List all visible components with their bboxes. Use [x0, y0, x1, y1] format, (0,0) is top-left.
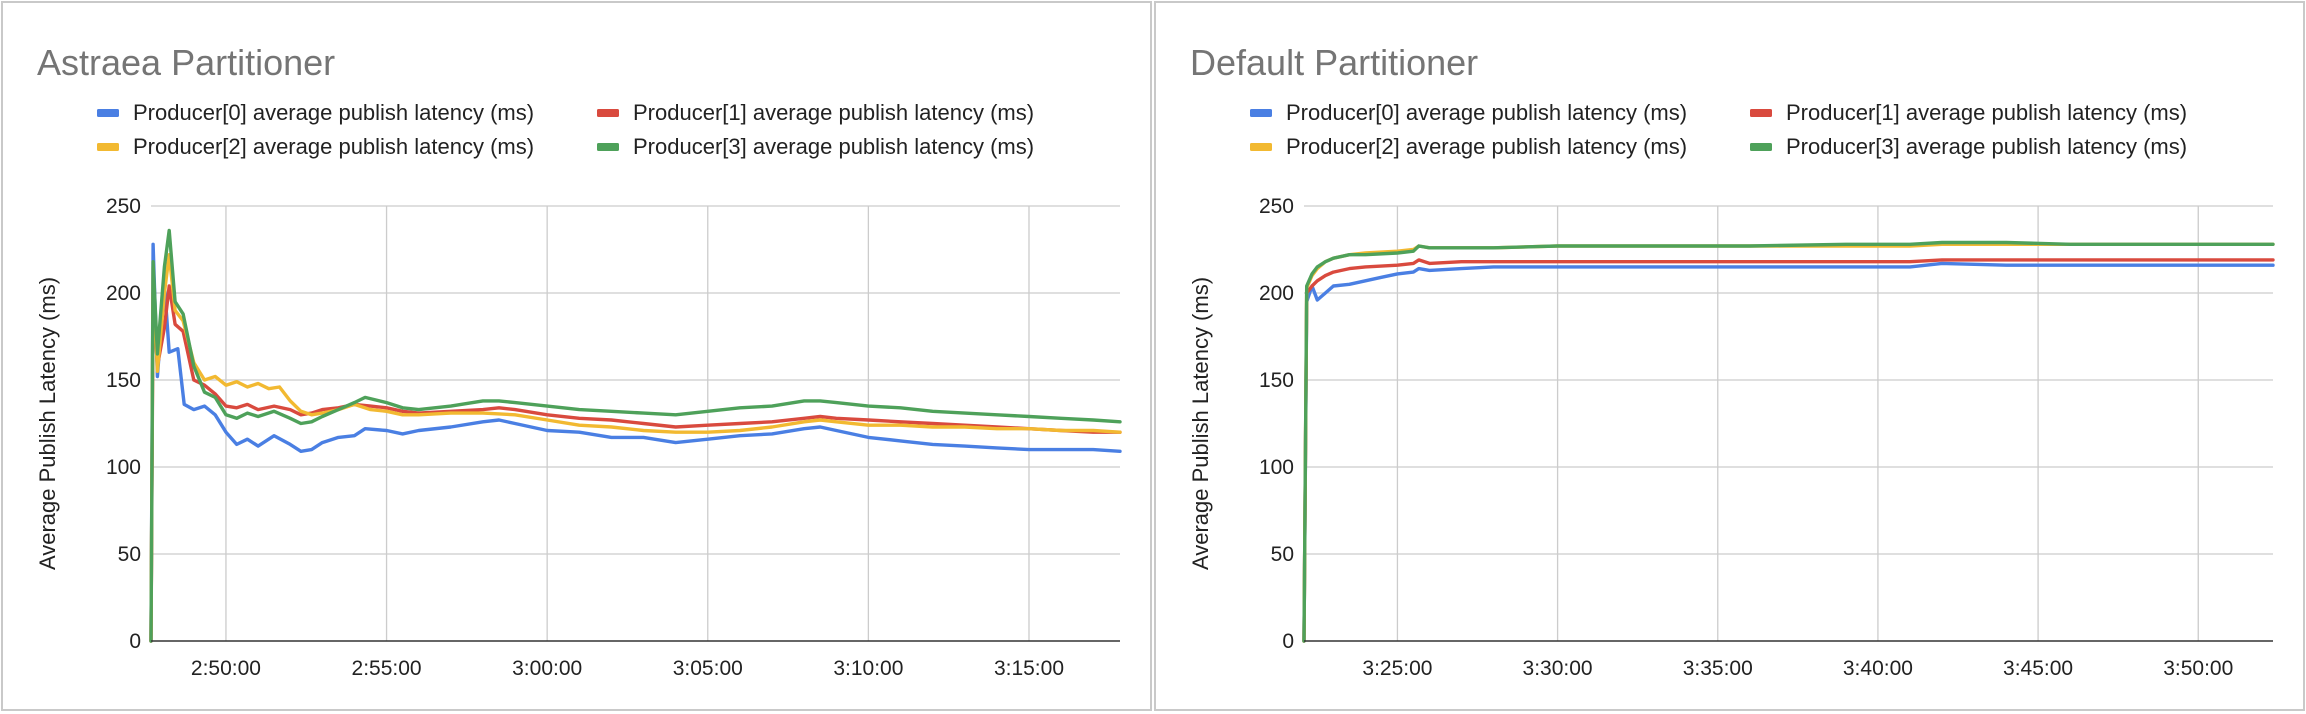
legend-label: Producer[3] average publish latency (ms) — [633, 134, 1034, 159]
x-tick-label: 3:50:00 — [2163, 657, 2233, 680]
legend-swatch — [1750, 109, 1772, 117]
series-line-producer-1[interactable] — [149, 284, 1122, 643]
series-line-producer-2[interactable] — [1302, 242, 2275, 643]
legend-swatch — [97, 109, 119, 117]
legend-item[interactable]: Producer[0] average publish latency (ms) — [97, 100, 534, 125]
y-tick-label: 250 — [1259, 195, 1294, 218]
y-axis-title: Average Publish Latency (ms) — [35, 277, 60, 570]
x-tick-label: 3:10:00 — [833, 657, 903, 680]
x-tick-label: 3:30:00 — [1523, 657, 1593, 680]
x-tick-label: 3:15:00 — [994, 657, 1064, 680]
legend-label: Producer[2] average publish latency (ms) — [133, 134, 534, 159]
legend-item[interactable]: Producer[1] average publish latency (ms) — [1750, 100, 2187, 125]
legend-item[interactable]: Producer[2] average publish latency (ms) — [1250, 134, 1687, 159]
legend-swatch — [1250, 109, 1272, 117]
legend-item[interactable]: Producer[3] average publish latency (ms) — [1750, 134, 2187, 159]
legend-label: Producer[1] average publish latency (ms) — [1786, 100, 2187, 125]
chart-panel-astraea: Astraea Partitioner Producer[0] average p… — [1, 1, 1152, 711]
y-tick-label: 0 — [129, 630, 141, 653]
chart-title: Astraea Partitioner — [37, 42, 335, 83]
legend-label: Producer[1] average publish latency (ms) — [633, 100, 1034, 125]
y-tick-label: 50 — [118, 543, 141, 566]
legend-swatch — [597, 143, 619, 151]
legend-item[interactable]: Producer[2] average publish latency (ms) — [97, 134, 534, 159]
series-line-producer-3[interactable] — [1302, 240, 2275, 643]
y-tick-label: 250 — [106, 195, 141, 218]
x-tick-label: 3:45:00 — [2003, 657, 2073, 680]
x-tick-label: 2:50:00 — [191, 657, 261, 680]
legend-label: Producer[3] average publish latency (ms) — [1786, 134, 2187, 159]
x-tick-label: 3:35:00 — [1683, 657, 1753, 680]
series-line-producer-1[interactable] — [1302, 258, 2275, 643]
legend-item[interactable]: Producer[1] average publish latency (ms) — [597, 100, 1034, 125]
legend-swatch — [1250, 143, 1272, 151]
chart-panel-default: Default Partitioner Producer[0] average p… — [1154, 1, 2305, 711]
legend-swatch — [97, 143, 119, 151]
x-tick-label: 3:25:00 — [1362, 657, 1432, 680]
series-line-producer-2[interactable] — [149, 253, 1122, 643]
series-line-producer-0[interactable] — [1302, 261, 2275, 643]
x-tick-label: 3:05:00 — [673, 657, 743, 680]
chart-astraea-partitioner: Astraea Partitioner Producer[0] average p… — [35, 42, 1122, 680]
chart-title: Default Partitioner — [1190, 42, 1478, 83]
y-tick-label: 100 — [1259, 456, 1294, 479]
legend-item[interactable]: Producer[3] average publish latency (ms) — [597, 134, 1034, 159]
chart-default-partitioner: Default Partitioner Producer[0] average p… — [1188, 42, 2275, 680]
y-tick-label: 150 — [1259, 369, 1294, 392]
y-tick-label: 200 — [106, 282, 141, 305]
y-tick-label: 150 — [106, 369, 141, 392]
legend-label: Producer[0] average publish latency (ms) — [1286, 100, 1687, 125]
x-tick-label: 2:55:00 — [352, 657, 422, 680]
y-axis-title: Average Publish Latency (ms) — [1188, 277, 1213, 570]
y-tick-label: 50 — [1271, 543, 1294, 566]
series-line-producer-3[interactable] — [149, 228, 1122, 643]
x-tick-label: 3:40:00 — [1843, 657, 1913, 680]
y-tick-label: 100 — [106, 456, 141, 479]
x-tick-label: 3:00:00 — [512, 657, 582, 680]
legend-item[interactable]: Producer[0] average publish latency (ms) — [1250, 100, 1687, 125]
series-line-producer-0[interactable] — [149, 242, 1122, 643]
y-tick-label: 200 — [1259, 282, 1294, 305]
legend-swatch — [597, 109, 619, 117]
legend-label: Producer[0] average publish latency (ms) — [133, 100, 534, 125]
y-tick-label: 0 — [1282, 630, 1294, 653]
legend-label: Producer[2] average publish latency (ms) — [1286, 134, 1687, 159]
legend-swatch — [1750, 143, 1772, 151]
